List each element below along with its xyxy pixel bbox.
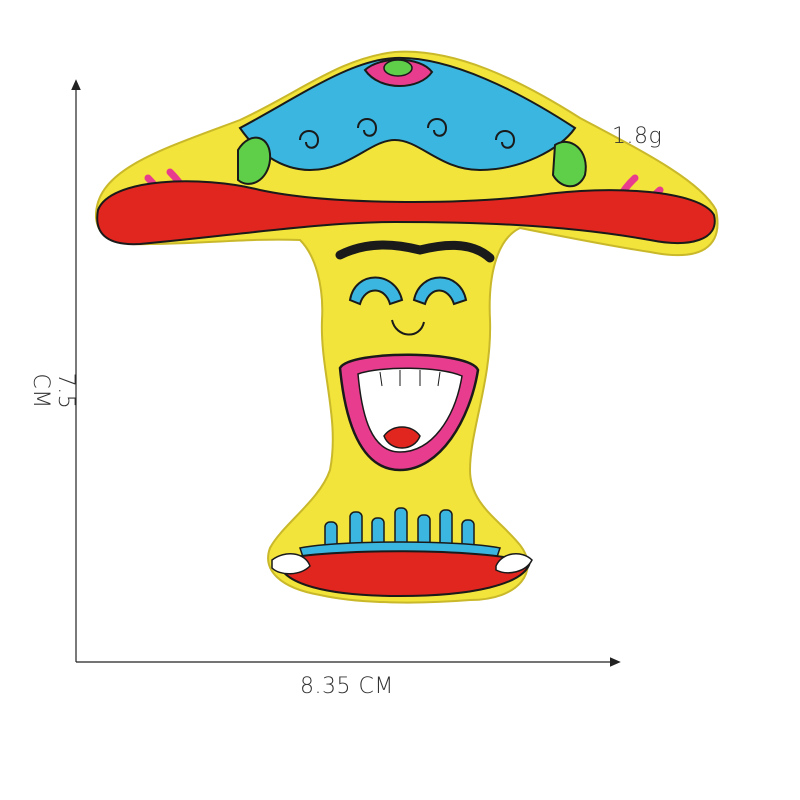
cap-blue-band <box>238 56 577 172</box>
teeth-lines <box>379 370 441 387</box>
cap-green-right <box>551 140 587 188</box>
eyebrows <box>335 240 495 263</box>
weight-label: 1.8g <box>612 124 663 149</box>
stem-white-right <box>495 553 533 574</box>
stem-red-band <box>276 550 532 598</box>
stem-white-left <box>271 553 311 575</box>
nose <box>391 319 425 336</box>
height-dimension-label: 7.5 CM <box>28 372 78 410</box>
dimension-lines <box>71 79 621 667</box>
left-eye <box>348 276 404 306</box>
cap-red-rim <box>96 180 716 246</box>
mushroom-patch <box>94 50 719 604</box>
cap-green-left <box>237 136 272 185</box>
tongue <box>383 426 421 449</box>
right-eye <box>412 276 468 306</box>
mouth-teeth <box>357 367 463 453</box>
width-dimension-label: 8.35 CM <box>300 674 394 699</box>
cap-swirls <box>299 118 516 149</box>
